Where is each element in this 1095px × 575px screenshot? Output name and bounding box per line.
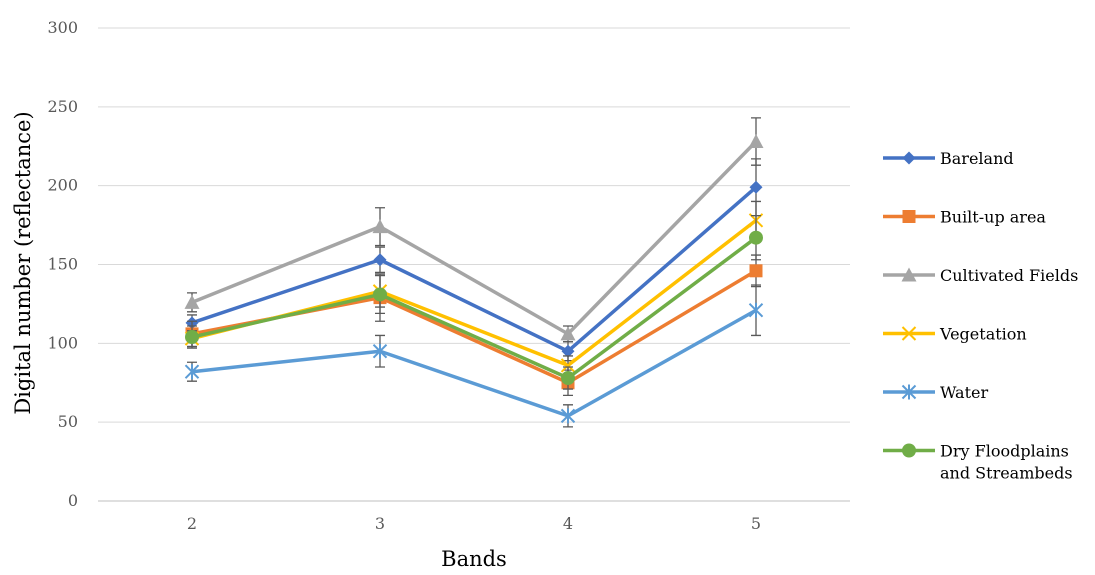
series-line [191, 140, 758, 336]
y-tick-label: 100 [47, 333, 78, 352]
asterisk-marker [184, 364, 200, 380]
legend-item: Vegetation [883, 325, 1027, 344]
y-tick-label: 50 [58, 412, 78, 431]
legend-label: Water [940, 383, 988, 402]
diamond-marker [561, 344, 575, 358]
x-axis-title: Bands [441, 547, 507, 571]
legend-item: Bareland [883, 149, 1014, 168]
legend-label: Cultivated Fields [940, 266, 1078, 285]
series-built-up-area [185, 254, 763, 397]
y-axis-ticks: 0 50 100 150 200 250 300 [47, 18, 78, 510]
y-tick-label: 150 [47, 255, 78, 274]
series-line [191, 185, 758, 353]
asterisk-marker [560, 408, 576, 424]
series-dry-floodplains-and-streambeds [185, 214, 763, 390]
asterisk-marker [901, 384, 917, 400]
series-bareland [185, 158, 763, 362]
series-water [184, 284, 764, 428]
x-tick-label: 4 [563, 514, 573, 533]
legend-label: Built-up area [940, 208, 1046, 227]
series-cultivated-fields [184, 117, 764, 343]
y-tick-label: 250 [47, 97, 78, 116]
legend-label: Dry Floodplains and Streambeds [940, 442, 1073, 483]
legend-label: Bareland [940, 149, 1014, 168]
diamond-marker [902, 151, 916, 165]
square-marker [902, 210, 916, 223]
triangle-marker [901, 267, 917, 282]
x-marker [901, 326, 917, 341]
legend-item: Dry Floodplains and Streambeds [883, 442, 1073, 483]
diamond-marker [373, 253, 387, 267]
circle-marker [749, 230, 763, 245]
series-vegetation [184, 200, 764, 376]
x-axis-ticks: 2 3 4 5 [187, 514, 761, 533]
asterisk-marker [372, 343, 388, 359]
circle-marker [902, 443, 916, 458]
circle-marker [561, 371, 575, 386]
x-tick-label: 3 [375, 514, 385, 533]
legend-item: Built-up area [883, 208, 1046, 227]
legend: Bareland Built-up area Cultivated Fields Ve… [883, 149, 1078, 483]
asterisk-marker [748, 302, 764, 318]
circle-marker [373, 287, 387, 302]
y-axis-title: Digital number (reflectance) [11, 111, 35, 414]
legend-item: Water [883, 383, 988, 402]
circle-marker [185, 330, 199, 345]
legend-label: Vegetation [939, 325, 1027, 344]
square-marker [749, 264, 763, 278]
triangle-marker [560, 326, 576, 341]
x-tick-label: 5 [751, 514, 761, 533]
legend-item: Cultivated Fields [883, 266, 1078, 285]
gridlines [98, 27, 850, 502]
triangle-marker [748, 134, 764, 149]
series-line [191, 236, 758, 380]
triangle-marker [372, 219, 388, 234]
diamond-marker [749, 180, 763, 194]
series-group [184, 117, 764, 428]
x-tick-label: 2 [187, 514, 197, 533]
series-line [191, 308, 757, 418]
x-marker [560, 358, 576, 373]
y-tick-label: 200 [47, 176, 78, 195]
y-tick-label: 300 [47, 18, 78, 37]
y-tick-label: 0 [68, 491, 78, 510]
triangle-marker [184, 294, 200, 309]
